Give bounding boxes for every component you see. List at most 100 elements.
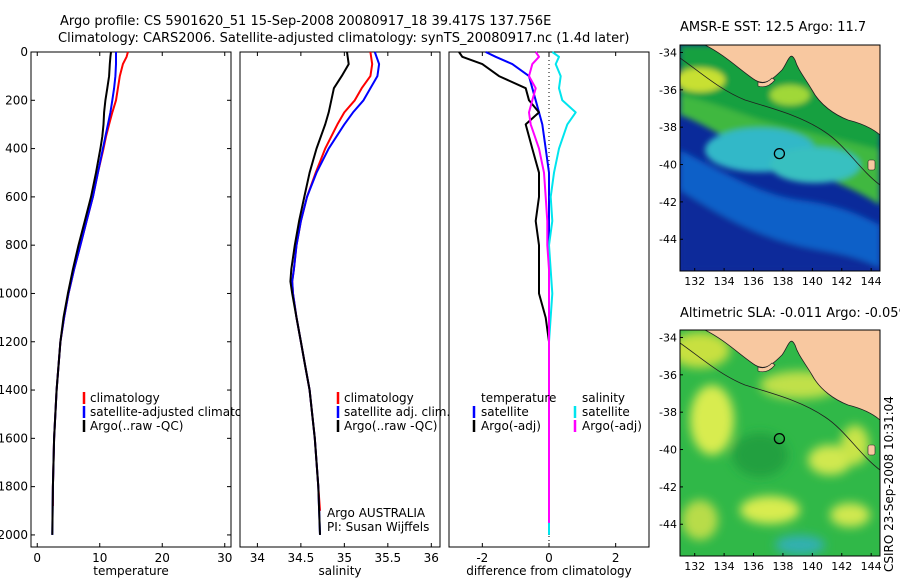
temperature-ytick-label: 600 bbox=[5, 190, 28, 204]
temperature-legend-satellite: satellite-adjusted climatology bbox=[90, 405, 268, 419]
salinity-xtick-label: 34 bbox=[250, 551, 265, 565]
difference-legend-sal-argo: Argo(-adj) bbox=[582, 419, 642, 433]
difference-legend-group-temperature: temperature bbox=[481, 391, 556, 405]
salinity-annotation-line1: Argo AUSTRALIA bbox=[327, 506, 426, 520]
sst-field-yellow-patch-2 bbox=[770, 85, 810, 105]
sst_map-ytick-label: -42 bbox=[659, 196, 677, 209]
sla-field-patch-8 bbox=[830, 503, 870, 527]
sla_map-ytick-label: -44 bbox=[659, 518, 677, 531]
sla-land-australia bbox=[704, 330, 880, 421]
temperature-xtick-label: 30 bbox=[217, 551, 232, 565]
temperature-ytick-label: 200 bbox=[5, 93, 28, 107]
salinity-xlabel: salinity bbox=[318, 564, 361, 578]
sla_map-ytick-label: -40 bbox=[659, 444, 677, 457]
sla_map-ytick-label: -38 bbox=[659, 406, 677, 419]
sla-map-title: Altimetric SLA: -0.011 Argo: -0.059 bbox=[680, 306, 900, 321]
salinity-xtick-label: 36 bbox=[424, 551, 439, 565]
salinity-axes-box bbox=[239, 51, 441, 548]
figure-title-line2: Climatology: CARS2006. Satellite-adjuste… bbox=[58, 31, 630, 46]
salinity-xtick-label: 35 bbox=[337, 551, 352, 565]
sla_map-xtick-label: 144 bbox=[861, 560, 882, 573]
temperature-ytick-label: 0 bbox=[20, 45, 28, 59]
sla-field-patch-7 bbox=[682, 500, 718, 540]
sla_map-xtick-label: 132 bbox=[684, 560, 705, 573]
sst_map-xtick-label: 138 bbox=[772, 275, 793, 288]
temperature-legend: climatology satellite-adjusted climatolo… bbox=[82, 391, 268, 433]
temperature-panel: 0 10 20 30 0 200 400 600 800 1000 1200 1400 1600 1800… bbox=[0, 45, 268, 578]
sst_map-ytick-label: -44 bbox=[659, 233, 677, 246]
sst_map-xtick-label: 142 bbox=[831, 275, 852, 288]
sla-field-patch-4 bbox=[808, 445, 852, 475]
salinity-panel: 34 34.5 35 35.5 36 salinity climatology sate… bbox=[239, 51, 450, 578]
sla_map-ytick-label: -34 bbox=[659, 331, 677, 344]
sla-map-field bbox=[680, 330, 880, 556]
salinity-legend: climatology satellite adj. clim. Argo(..… bbox=[336, 391, 450, 433]
sst_map-xtick-label: 140 bbox=[802, 275, 823, 288]
temperature-xtick-label: 20 bbox=[155, 551, 170, 565]
difference-xtick-label: 0 bbox=[545, 551, 553, 565]
sla_map-ytick-label: -42 bbox=[659, 481, 677, 494]
sst_map-ytick-label: -36 bbox=[659, 84, 677, 97]
sst_map-xtick-label: 134 bbox=[714, 275, 735, 288]
temperature-xtick-label: 10 bbox=[92, 551, 107, 565]
sla-map-frame bbox=[679, 329, 881, 557]
salinity-series-2 bbox=[289, 51, 350, 535]
temperature-ytick-label: 1600 bbox=[0, 431, 28, 445]
temperature-ytick-label: 1200 bbox=[0, 335, 28, 349]
temperature-ytick-label: 1400 bbox=[0, 383, 28, 397]
difference-legend-sal-satellite: satellite bbox=[582, 405, 630, 419]
sst-field-cyan-patch-2 bbox=[770, 147, 860, 183]
sst-map-frame bbox=[679, 44, 881, 272]
side-timestamp-label: CSIRO 23-Sep-2008 10:31:04 bbox=[882, 396, 896, 572]
temperature-xlabel: temperature bbox=[93, 564, 168, 578]
figure-title-line1: Argo profile: CS 5901620_51 15-Sep-2008 … bbox=[60, 14, 551, 29]
sst_map-xtick-label: 132 bbox=[684, 275, 705, 288]
difference-xtick-label: -2 bbox=[476, 551, 488, 565]
sla_map-xtick-label: 142 bbox=[831, 560, 852, 573]
sla_map-xtick-label: 138 bbox=[772, 560, 793, 573]
sst_map-xtick-label: 136 bbox=[743, 275, 764, 288]
sst_map-xtick-label: 144 bbox=[861, 275, 882, 288]
temperature-legend-argo: Argo(..raw -QC) bbox=[90, 419, 183, 433]
sla-map-panel: Altimetric SLA: -0.011 Argo: -0.059 1 bbox=[659, 306, 900, 573]
salinity-legend-satellite: satellite adj. clim. bbox=[344, 405, 450, 419]
difference-legend: temperature salinity satellite Argo(-adj… bbox=[472, 391, 642, 433]
salinity-xtick-label: 35.5 bbox=[374, 551, 401, 565]
sst-argo-location-marker bbox=[773, 147, 786, 160]
sla-field-patch-3 bbox=[690, 385, 734, 455]
salinity-annotation-line2: PI: Susan Wijffels bbox=[327, 520, 429, 534]
temperature-ytick-label: 1000 bbox=[0, 286, 28, 300]
sst-field-yellow-patch bbox=[680, 68, 725, 92]
sst-isobath bbox=[680, 57, 880, 186]
temperature-legend-climatology: climatology bbox=[90, 391, 160, 405]
sst_map-ytick-label: -40 bbox=[659, 159, 677, 172]
difference-legend-temp-satellite: satellite bbox=[481, 405, 529, 419]
salinity-legend-climatology: climatology bbox=[344, 391, 414, 405]
sla-land-king-island bbox=[867, 444, 876, 456]
sla-field-dark-patch bbox=[732, 433, 788, 477]
difference-series-3 bbox=[528, 51, 550, 523]
sla-argo-location-marker bbox=[773, 432, 786, 445]
sst-land-australia bbox=[704, 45, 880, 136]
sst-map-panel: AMSR-E SST: 12.5 Argo: 11.7 132 134 136 138… bbox=[659, 20, 882, 288]
sla-isobath bbox=[680, 342, 880, 471]
sla-land-kangaroo-island bbox=[757, 362, 776, 373]
sst_map-ytick-label: -38 bbox=[659, 121, 677, 134]
sla_map-xtick-label: 140 bbox=[802, 560, 823, 573]
temperature-ytick-label: 800 bbox=[5, 238, 28, 252]
sst-field-cold-band bbox=[680, 190, 880, 271]
temperature-ytick-label: 400 bbox=[5, 142, 28, 156]
temperature-series-2 bbox=[51, 51, 112, 535]
difference-xlabel: difference from climatology bbox=[466, 564, 632, 578]
sla-field-cyan-patch bbox=[775, 535, 825, 555]
sla_map-xtick-label: 136 bbox=[743, 560, 764, 573]
sla-field-patch-6 bbox=[740, 496, 800, 524]
sla_map-ytick-label: -36 bbox=[659, 369, 677, 382]
temperature-ytick-label: 2000 bbox=[0, 528, 28, 542]
temperature-ytick-label: 1800 bbox=[0, 480, 28, 494]
salinity-legend-argo: Argo(..raw -QC) bbox=[344, 419, 437, 433]
salinity-xtick-label: 34.5 bbox=[288, 551, 315, 565]
sla-field-patch-1 bbox=[680, 332, 730, 368]
difference-panel: -2 0 2 difference from climatology tempera… bbox=[448, 51, 650, 578]
